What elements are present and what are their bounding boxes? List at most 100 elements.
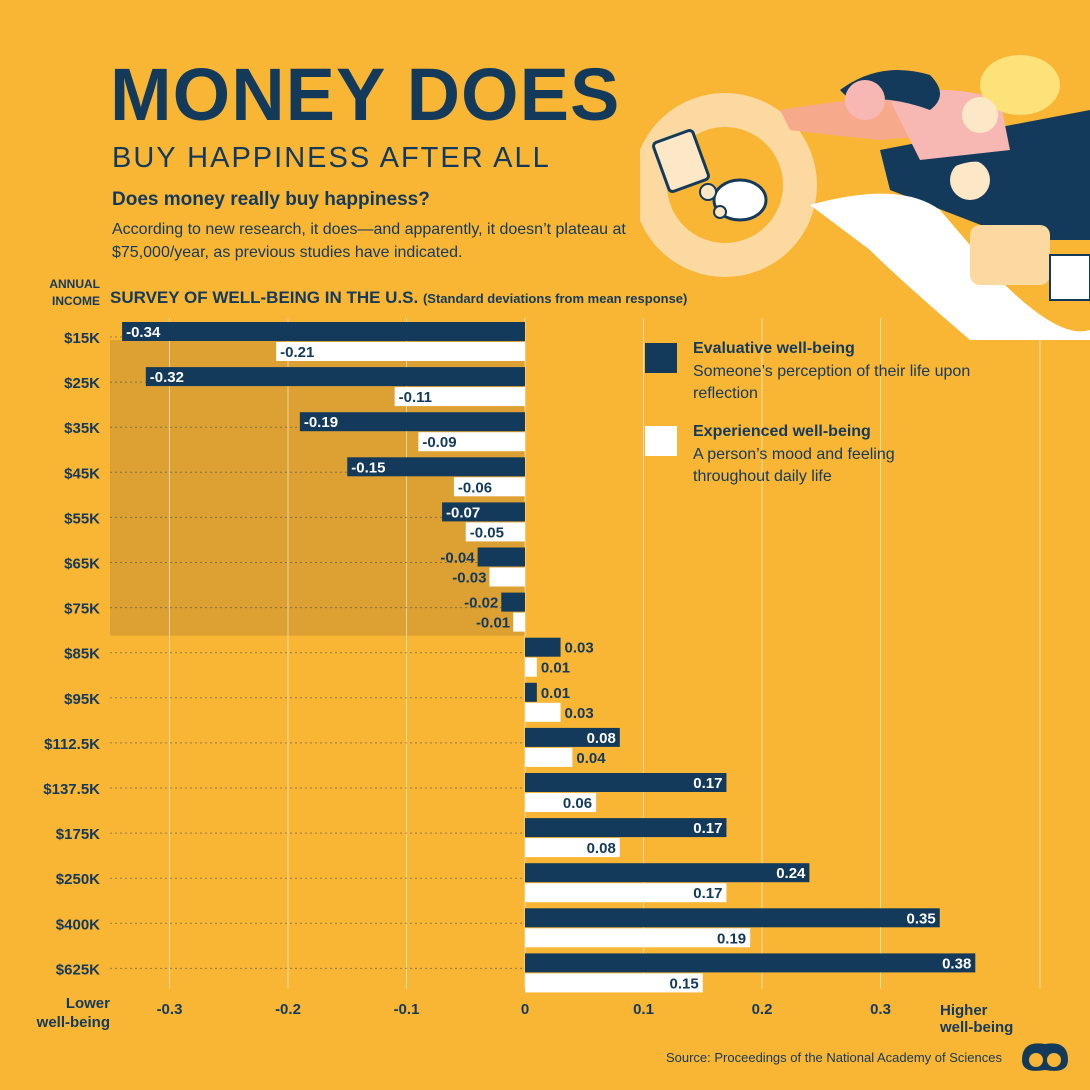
illustration <box>640 55 1090 340</box>
x-right-label: Higher <box>940 1002 988 1019</box>
data-label: -0.19 <box>304 414 338 431</box>
face-girl <box>845 80 885 120</box>
face-woman <box>962 97 998 133</box>
sock <box>1049 254 1090 301</box>
bar-evaluative <box>525 682 537 702</box>
legend-evaluative-description: Someone’s perception of their life upon … <box>693 363 971 402</box>
data-label: 0.03 <box>565 705 594 722</box>
bar-evaluative <box>525 637 561 657</box>
source-text: Source: Proceedings of the National Acad… <box>665 1050 1002 1065</box>
data-label: 0.19 <box>717 930 746 947</box>
coin-icon-small <box>713 205 727 219</box>
x-tick-label: -0.3 <box>157 1001 183 1018</box>
legend-evaluative-title: Evaluative well-being <box>693 340 855 357</box>
intro-question: Does money really buy happiness? <box>112 189 430 210</box>
bar-evaluative <box>347 457 525 477</box>
x-tick-label: 0.1 <box>633 1001 654 1018</box>
bar-evaluative <box>525 908 940 928</box>
page-subtitle: BUY HAPPINESS AFTER ALL <box>112 142 551 174</box>
data-label: 0.38 <box>942 955 971 972</box>
chart-title: SURVEY OF WELL-BEING IN THE U.S. (Standa… <box>110 288 687 308</box>
piggy-bank-icon <box>712 178 768 222</box>
bar-evaluative <box>525 818 727 838</box>
category-label: $137.5K <box>43 781 100 798</box>
x-tick-label: -0.2 <box>275 1001 301 1018</box>
x-tick-label: -0.1 <box>394 1001 420 1018</box>
data-label: 0.01 <box>541 685 570 702</box>
data-label: 0.03 <box>565 640 594 657</box>
category-label: $25K <box>64 375 100 392</box>
data-label: 0.24 <box>776 865 806 882</box>
category-label: $112.5K <box>44 736 100 753</box>
y-axis-label-line1: ANNUAL <box>49 277 100 291</box>
data-label: -0.34 <box>126 324 161 341</box>
bar-evaluative <box>145 367 526 387</box>
bar-experienced <box>525 793 597 812</box>
category-label: $75K <box>64 601 100 618</box>
boy-hair <box>952 158 992 168</box>
face-boy <box>950 160 990 200</box>
bar-evaluative <box>525 953 976 973</box>
coin-ring <box>640 93 817 277</box>
bar-experienced <box>489 567 525 587</box>
data-label: 0.06 <box>563 795 592 812</box>
x-tick-label: 0.3 <box>870 1001 891 1018</box>
data-label: -0.03 <box>452 570 486 587</box>
data-label: 0.17 <box>693 820 722 837</box>
data-label: -0.06 <box>458 479 492 496</box>
page-title: MONEY DOES <box>110 53 621 136</box>
x-left-label: well-being <box>36 1014 110 1031</box>
logo-icon <box>1022 1043 1068 1071</box>
bar-evaluative <box>442 502 525 522</box>
shorts <box>970 225 1050 285</box>
bar-evaluative <box>122 322 525 341</box>
category-label: $55K <box>64 510 100 527</box>
category-label: $45K <box>64 465 100 482</box>
chart-title-note: (Standard deviations from mean response) <box>422 291 688 306</box>
category-label: $65K <box>64 556 100 573</box>
legend-experienced-title: Experienced well-being <box>693 423 871 440</box>
data-label: 0.17 <box>693 885 722 902</box>
bar-experienced <box>525 973 703 993</box>
data-label: 0.04 <box>576 750 606 767</box>
bar-evaluative <box>299 412 525 432</box>
legend-experienced-description: A person’s mood and feeling throughout d… <box>693 446 895 485</box>
x-right-label: well-being <box>939 1019 1013 1036</box>
category-label: $250K <box>56 871 100 888</box>
bar-experienced <box>465 522 525 542</box>
category-label: $400K <box>56 916 100 933</box>
data-label: 0.08 <box>587 840 616 857</box>
category-label: $85K <box>64 646 100 663</box>
bar-experienced <box>525 928 751 948</box>
bar-experienced <box>394 387 525 407</box>
data-label: 0.01 <box>541 660 570 677</box>
bar-experienced <box>513 612 525 632</box>
bar-experienced <box>525 702 561 722</box>
data-label: -0.01 <box>476 615 510 632</box>
x-left-label: Lower <box>66 995 110 1012</box>
bar-experienced <box>276 342 525 361</box>
data-label: -0.15 <box>351 459 385 476</box>
category-label: $15K <box>64 330 100 347</box>
data-label: 0.08 <box>587 730 616 747</box>
data-label: -0.07 <box>446 504 480 521</box>
data-label: -0.02 <box>464 595 498 612</box>
bar-evaluative <box>525 773 727 792</box>
chart-title-main: SURVEY OF WELL-BEING IN THE U.S. <box>110 288 419 307</box>
data-label: -0.32 <box>150 369 184 386</box>
data-label: -0.21 <box>280 344 314 361</box>
bar-experienced <box>418 432 525 452</box>
data-label: 0.15 <box>670 975 699 992</box>
coin-icon <box>699 183 717 201</box>
bar-experienced <box>525 883 727 903</box>
bar-evaluative <box>501 592 525 612</box>
category-label: $95K <box>64 691 100 708</box>
data-label: -0.04 <box>440 550 475 567</box>
y-axis-label: ANNUAL INCOME <box>20 276 100 310</box>
bar-experienced <box>525 838 620 858</box>
x-tick-label: 0 <box>521 1001 529 1018</box>
data-label: 0.17 <box>693 775 722 792</box>
legend-evaluative-swatch <box>645 343 677 373</box>
legend-experienced-swatch <box>645 426 677 456</box>
